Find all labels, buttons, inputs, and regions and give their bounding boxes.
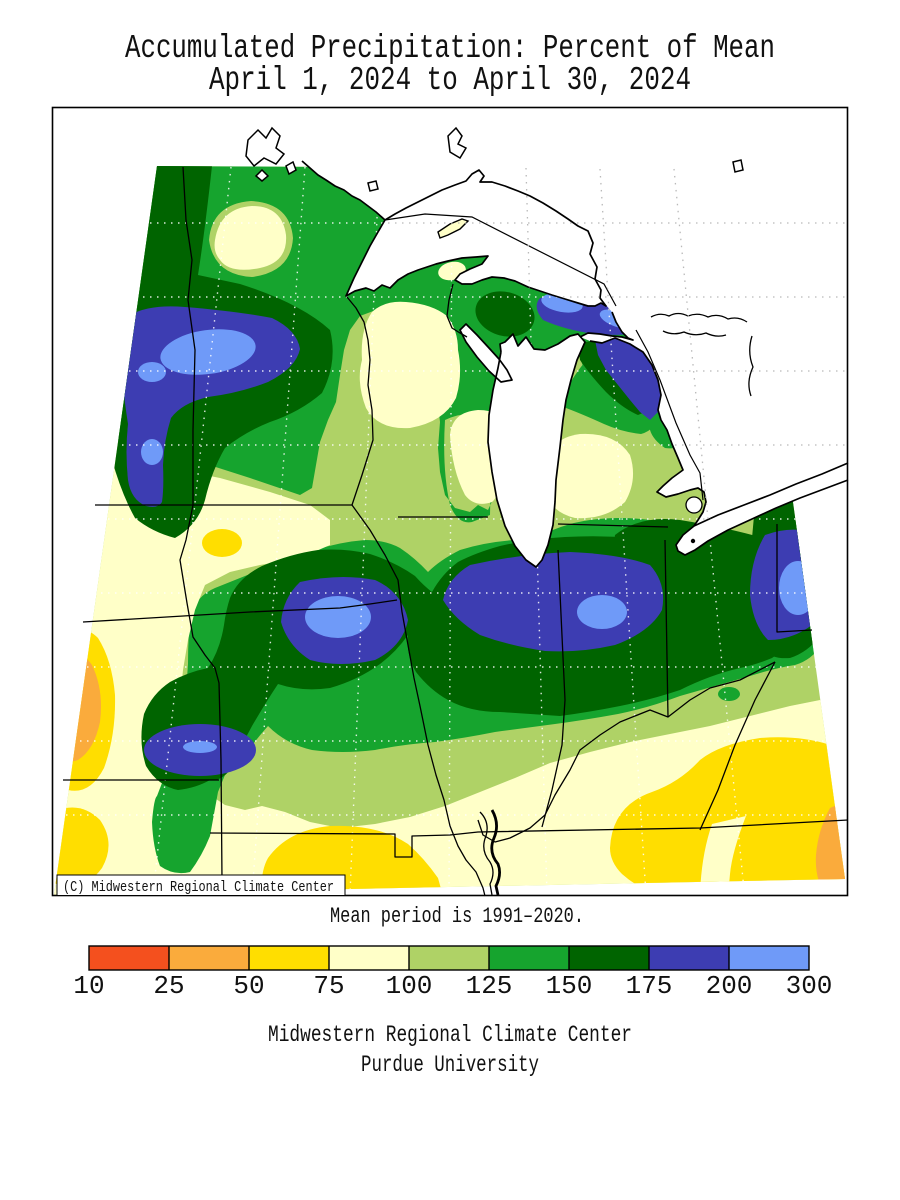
svg-text:Midwestern Regional Climate Ce: Midwestern Regional Climate Center	[268, 1022, 632, 1048]
svg-text:10: 10	[73, 971, 104, 1001]
svg-text:Purdue University: Purdue University	[361, 1052, 539, 1078]
svg-text:75: 75	[313, 971, 344, 1001]
svg-text:150: 150	[546, 971, 593, 1001]
svg-text:(C) Midwestern Regional Climat: (C) Midwestern Regional Climate Center	[63, 879, 334, 896]
svg-text:50: 50	[233, 971, 264, 1001]
svg-text:125: 125	[466, 971, 513, 1001]
svg-text:25: 25	[153, 971, 184, 1001]
svg-text:200: 200	[706, 971, 753, 1001]
svg-text:Mean period is 1991–2020.: Mean period is 1991–2020.	[330, 904, 584, 929]
svg-text:100: 100	[386, 971, 433, 1001]
svg-text:175: 175	[626, 971, 673, 1001]
svg-text:April 1, 2024 to April 30, 202: April 1, 2024 to April 30, 2024	[209, 62, 691, 99]
svg-text:300: 300	[786, 971, 833, 1001]
svg-text:Accumulated Precipitation: Per: Accumulated Precipitation: Percent of Me…	[125, 30, 775, 67]
